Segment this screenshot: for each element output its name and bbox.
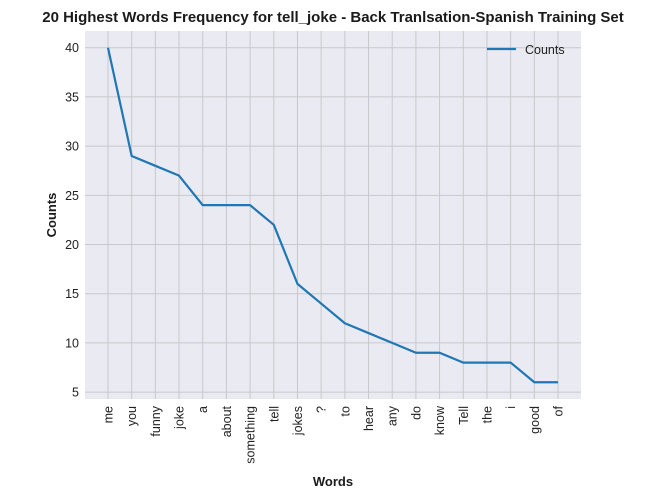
x-tick-label: jokes	[291, 406, 305, 436]
x-tick-label: i	[504, 406, 518, 409]
x-tick-label: you	[125, 406, 139, 426]
x-tick-label: of	[552, 405, 566, 416]
y-tick-label: 25	[65, 189, 79, 203]
series-line-counts	[106, 47, 558, 384]
x-axis-label: Words	[313, 474, 353, 489]
x-tick-label: funny	[149, 405, 163, 436]
y-tick-label: 35	[65, 90, 79, 104]
y-tick-label: 15	[65, 287, 79, 301]
x-tick-label: any	[386, 405, 400, 426]
x-tick-label: hear	[362, 406, 376, 431]
chart-title: 20 Highest Words Frequency for tell_joke…	[42, 9, 624, 26]
x-axis-ticks: me you funny joke a about something tell jokes? t…	[102, 405, 566, 464]
y-tick-label: 30	[65, 140, 79, 154]
y-tick-label: 5	[72, 386, 79, 400]
legend-label: Counts	[525, 43, 565, 57]
x-tick-label: something	[244, 406, 258, 464]
x-tick-label: Tell	[457, 406, 471, 425]
x-tick-label: ?	[315, 406, 329, 413]
x-tick-label: good	[528, 406, 542, 434]
y-tick-label: 40	[65, 41, 79, 55]
x-tick-label: about	[220, 405, 234, 437]
x-tick-label: know	[433, 405, 447, 435]
y-axis-label: Counts	[44, 193, 59, 238]
x-tick-label: do	[409, 406, 423, 420]
y-tick-label: 10	[65, 336, 79, 350]
x-tick-label: tell	[267, 406, 281, 422]
x-tick-label: to	[338, 406, 352, 416]
y-axis-ticks: 5 10 15 20 25 30 35 40	[65, 41, 79, 399]
y-tick-label: 20	[65, 238, 79, 252]
x-tick-label: the	[480, 406, 494, 423]
plot-area	[85, 31, 581, 399]
grid	[85, 31, 581, 399]
legend: Counts	[487, 43, 565, 57]
x-tick-label: a	[196, 406, 210, 413]
x-tick-label: me	[102, 406, 116, 423]
x-tick-label: joke	[173, 406, 187, 430]
